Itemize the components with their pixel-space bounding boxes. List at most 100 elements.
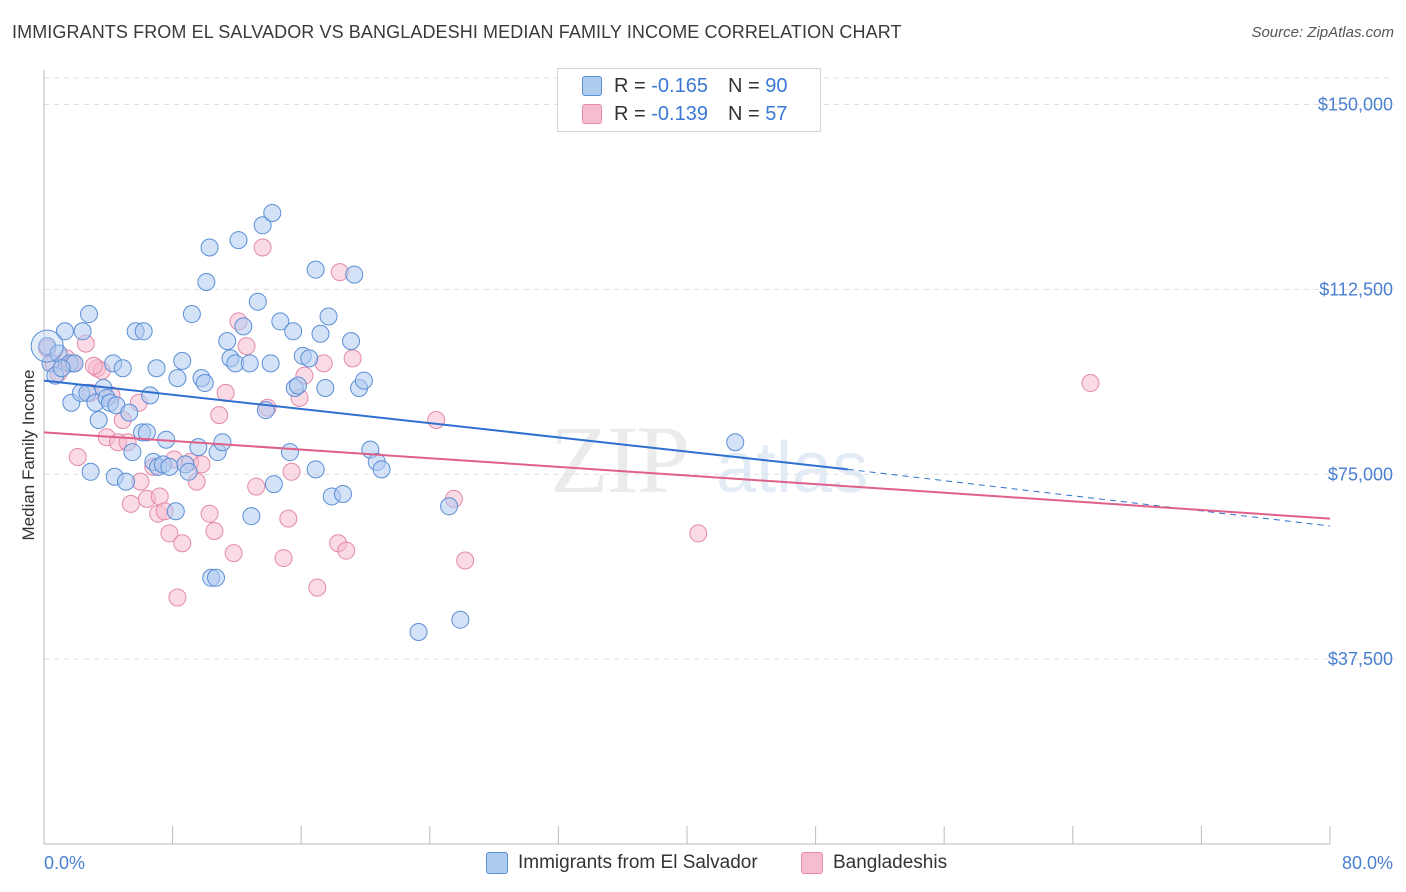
bangladeshis-point — [274, 549, 293, 568]
legend-swatch-pink — [582, 104, 602, 124]
legend-label-bangladeshis: Bangladeshis — [833, 852, 948, 873]
bangladeshis-point — [247, 477, 266, 496]
el-salvador-point — [218, 332, 237, 351]
el-salvador-point — [288, 376, 307, 395]
x-tick-label: 0.0% — [44, 853, 85, 873]
el-salvador-point — [200, 238, 219, 257]
el-salvador-point — [207, 568, 226, 587]
x-tick-label: 80.0% — [1342, 853, 1393, 873]
el-salvador-point — [213, 433, 232, 452]
el-salvador-point — [123, 443, 142, 462]
el-salvador-point — [137, 423, 156, 442]
bangladeshis-point — [173, 534, 192, 553]
el-salvador-point — [160, 457, 179, 476]
el-salvador-point — [263, 203, 282, 222]
el-salvador-point — [440, 497, 459, 516]
legend-swatch-blue — [486, 852, 508, 874]
legend-r-label: R = — [614, 74, 652, 97]
bangladeshis-point — [1081, 374, 1100, 393]
legend-label-el-salvador: Immigrants from El Salvador — [518, 852, 758, 873]
bangladeshis-point — [168, 588, 187, 607]
el-salvador-point — [195, 374, 214, 393]
el-salvador-points — [30, 203, 745, 642]
bangladeshis-point — [282, 462, 301, 481]
legend-item-el-salvador[interactable]: Immigrants from El Salvador — [486, 852, 758, 874]
el-salvador-point — [197, 272, 216, 291]
x-tick-labels: 0.0% 80.0% — [44, 853, 1393, 873]
bangladeshis-point — [205, 521, 224, 540]
el-salvador-point — [300, 349, 319, 368]
legend-swatch-blue — [582, 76, 602, 96]
el-salvador-point — [73, 322, 92, 341]
el-salvador-point — [229, 231, 248, 250]
bangladeshis-point — [427, 411, 446, 430]
el-salvador-point — [30, 329, 64, 363]
el-salvador-point — [316, 378, 335, 397]
y-tick-label: $37,500 — [1328, 649, 1393, 669]
el-salvador-point — [168, 369, 187, 388]
legend-r-value: -0.165 — [651, 74, 708, 97]
el-salvador-point — [345, 265, 364, 284]
el-salvador-point — [372, 460, 391, 479]
el-salvador-point — [253, 216, 272, 235]
el-salvador-point — [89, 411, 108, 430]
bangladeshis-point — [337, 541, 356, 560]
el-salvador-point — [80, 305, 99, 324]
el-salvador-point — [261, 354, 280, 373]
legend-r-label: R = — [614, 102, 652, 125]
el-salvador-point — [141, 386, 160, 405]
legend-n-value: 90 — [765, 74, 788, 97]
trend-lines — [43, 379, 1331, 527]
el-salvador-point — [242, 507, 261, 526]
el-salvador-point — [284, 322, 303, 341]
chart-title: IMMIGRANTS FROM EL SALVADOR VS BANGLADES… — [12, 22, 902, 42]
bangladeshis-point — [279, 509, 298, 528]
bangladeshis-point — [456, 551, 475, 570]
el-salvador-point — [166, 502, 185, 521]
y-axis-label: Median Family Income — [19, 369, 38, 540]
el-salvador-point — [409, 623, 428, 642]
bangladeshis-point — [308, 578, 327, 597]
legend-row-bangladeshis: R = -0.139 N = 57 — [582, 102, 787, 126]
bangladeshis-point — [216, 383, 235, 402]
legend-n-label: N = — [727, 74, 766, 97]
series-legend: Immigrants from El Salvador Bangladeshis — [0, 852, 1406, 878]
el-salvador-point — [173, 351, 192, 370]
el-salvador-point — [280, 443, 299, 462]
y-tick-labels: $37,500 $75,000 $112,500 $150,000 — [1318, 95, 1393, 670]
watermark: ZIP atlas — [550, 406, 868, 513]
watermark-zip: ZIP — [550, 406, 688, 513]
el-salvador-point — [319, 307, 338, 326]
bangladeshis-point — [200, 504, 219, 523]
el-salvador-point — [342, 332, 361, 351]
bangladeshis-point — [253, 238, 272, 257]
bangladeshis-point — [210, 406, 229, 425]
bangladeshis-point — [343, 349, 362, 368]
el-salvador-point — [264, 475, 283, 494]
bangladeshis-point — [689, 524, 708, 543]
el-salvador-point — [81, 462, 100, 481]
el-salvador-point — [306, 260, 325, 279]
el-salvador-point — [52, 359, 71, 378]
y-tick-label: $112,500 — [1319, 279, 1393, 299]
el-salvador-point — [726, 433, 745, 452]
legend-item-bangladeshis[interactable]: Bangladeshis — [801, 852, 947, 874]
el-salvador-point — [55, 322, 74, 341]
legend-n-value: 57 — [765, 102, 788, 125]
el-salvador-point — [147, 359, 166, 378]
bangladeshis-point — [224, 544, 243, 563]
correlation-legend: R = -0.165 N = 90 R = -0.139 N = 57 — [557, 68, 821, 132]
bangladeshis-trend-line — [43, 431, 1331, 520]
legend-row-el-salvador: R = -0.165 N = 90 — [582, 74, 787, 98]
bangladeshis-point — [68, 448, 87, 466]
el-salvador-point — [182, 305, 201, 324]
el-salvador-point — [134, 322, 153, 341]
el-salvador-point — [248, 292, 267, 311]
el-salvador-point — [189, 438, 208, 457]
y-tick-label: $150,000 — [1318, 95, 1393, 115]
legend-r-value: -0.139 — [651, 102, 708, 125]
bangladeshis-point — [160, 524, 179, 543]
legend-n-label: N = — [727, 102, 766, 125]
el-salvador-point — [271, 312, 290, 331]
